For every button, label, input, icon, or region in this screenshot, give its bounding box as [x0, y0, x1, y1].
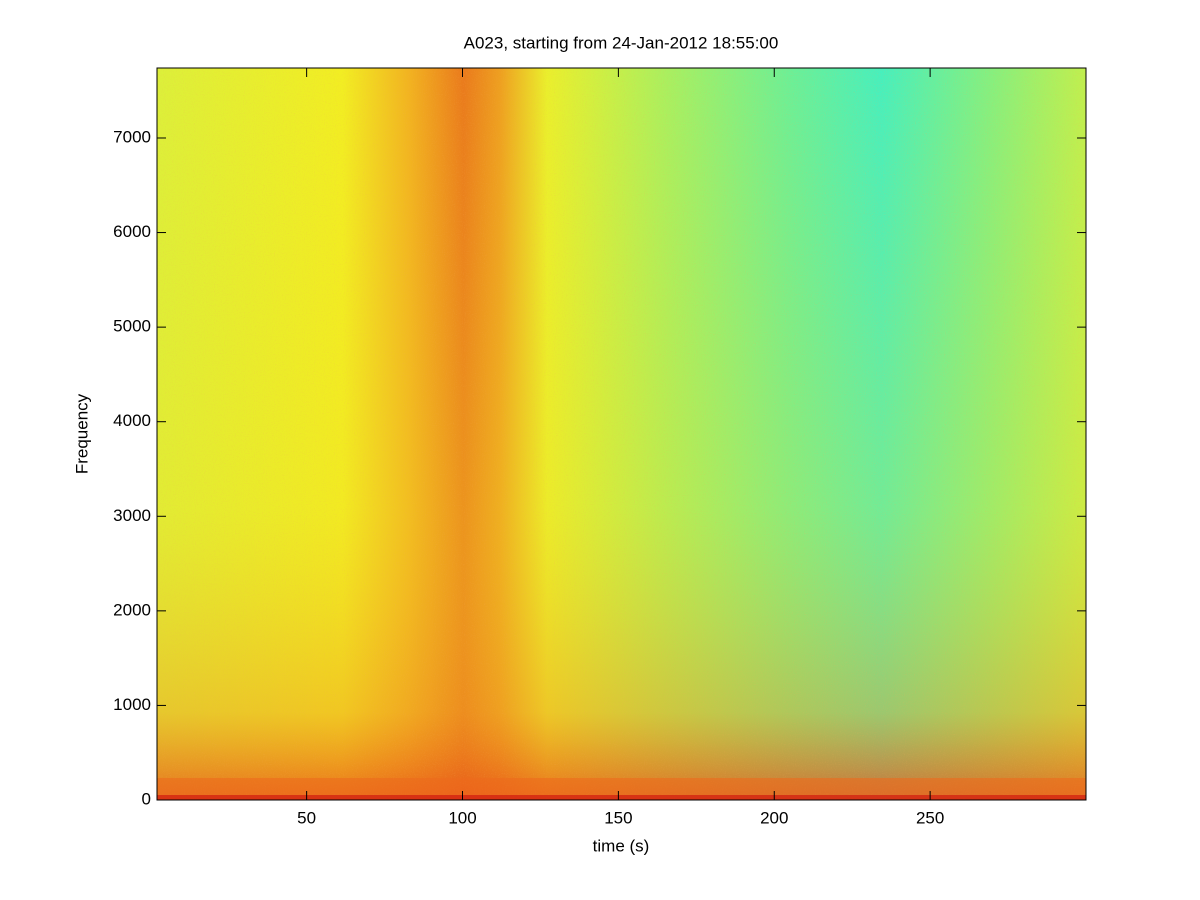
y-tick-label: 3000	[113, 506, 151, 525]
x-tick-label: 200	[760, 808, 788, 827]
chart-title: A023, starting from 24-Jan-2012 18:55:00	[464, 33, 779, 52]
y-axis-label: Frequency	[72, 393, 91, 474]
y-tick-label: 1000	[113, 695, 151, 714]
y-tick-label: 0	[142, 789, 151, 808]
y-tick-label: 5000	[113, 317, 151, 336]
x-tick-label: 50	[297, 808, 316, 827]
x-axis-label: time (s)	[593, 836, 650, 855]
x-tick-label: 100	[448, 808, 476, 827]
x-tick-label: 150	[604, 808, 632, 827]
y-tick-label: 7000	[113, 127, 151, 146]
plot-frame	[156, 67, 1087, 801]
x-tick-label: 250	[916, 808, 944, 827]
y-tick-label: 4000	[113, 411, 151, 430]
y-tick-label: 6000	[113, 222, 151, 241]
spectrogram-image	[157, 68, 1086, 800]
y-tick-label: 2000	[113, 600, 151, 619]
